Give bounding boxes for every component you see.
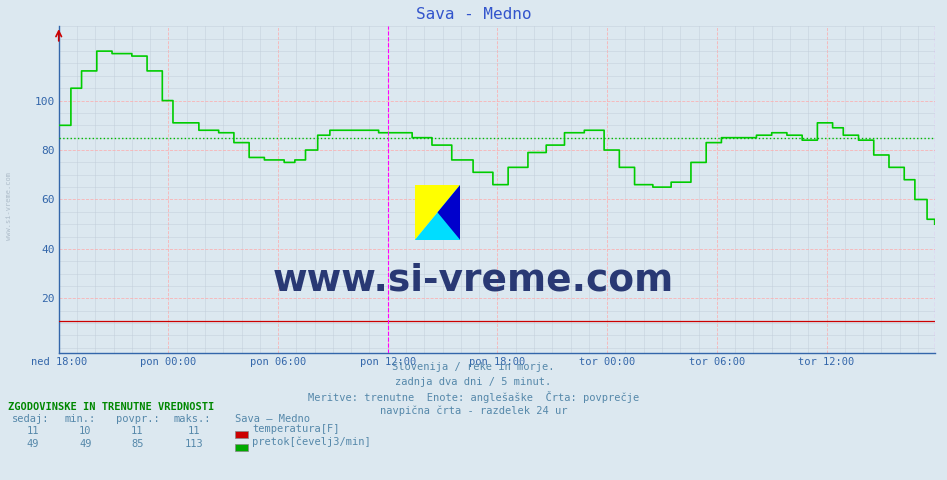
Text: maks.:: maks.: — [173, 414, 211, 424]
Text: Meritve: trenutne  Enote: anglešaške  Črta: povprečje: Meritve: trenutne Enote: anglešaške Črta… — [308, 391, 639, 403]
Text: pretok[čevelj3/min]: pretok[čevelj3/min] — [252, 436, 370, 447]
Text: 49: 49 — [27, 439, 40, 449]
Text: zadnja dva dni / 5 minut.: zadnja dva dni / 5 minut. — [396, 377, 551, 387]
Text: 85: 85 — [131, 439, 144, 449]
Text: Sava - Medno: Sava - Medno — [416, 7, 531, 22]
Text: Sava – Medno: Sava – Medno — [235, 414, 310, 424]
Text: ZGODOVINSKE IN TRENUTNE VREDNOSTI: ZGODOVINSKE IN TRENUTNE VREDNOSTI — [8, 402, 214, 412]
Text: temperatura[F]: temperatura[F] — [252, 424, 339, 434]
Text: povpr.:: povpr.: — [116, 414, 160, 424]
Text: www.si-vreme.com: www.si-vreme.com — [273, 263, 674, 299]
Text: 113: 113 — [185, 439, 204, 449]
Text: www.si-vreme.com: www.si-vreme.com — [7, 172, 12, 240]
Text: Slovenija / reke in morje.: Slovenija / reke in morje. — [392, 362, 555, 372]
Text: 11: 11 — [131, 426, 144, 436]
Text: 11: 11 — [188, 426, 201, 436]
Text: sedaj:: sedaj: — [12, 414, 50, 424]
Text: min.:: min.: — [64, 414, 96, 424]
Text: navpična črta - razdelek 24 ur: navpična črta - razdelek 24 ur — [380, 406, 567, 416]
Polygon shape — [438, 185, 460, 240]
Text: 10: 10 — [79, 426, 92, 436]
Polygon shape — [415, 185, 460, 240]
Text: 11: 11 — [27, 426, 40, 436]
Text: 49: 49 — [79, 439, 92, 449]
Polygon shape — [415, 185, 460, 240]
